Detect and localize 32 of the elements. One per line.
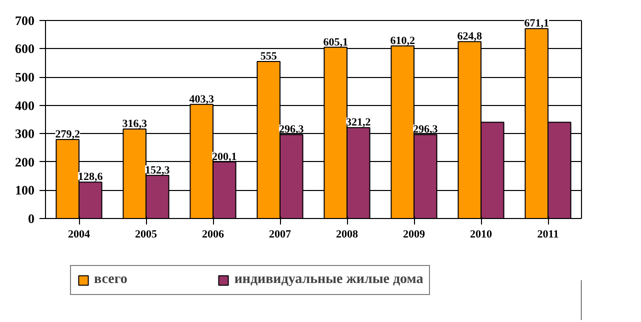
legend-label: всего — [94, 272, 128, 288]
x-tick-label: 2004 — [68, 228, 90, 240]
x-tick-label: 2008 — [336, 228, 358, 240]
legend-label: индивидуальные жилые дома — [234, 272, 424, 288]
data-label: 610,2 — [390, 34, 416, 47]
data-label: 555 — [260, 50, 278, 62]
y-tick-label: 0 — [28, 211, 34, 226]
y-tick-label: 600 — [15, 41, 34, 56]
y-tick-label: 400 — [15, 98, 34, 113]
x-tick-label: 2009 — [403, 228, 426, 240]
data-label: 152,3 — [145, 164, 170, 176]
y-tick-label: 100 — [15, 182, 34, 198]
x-tick-label: 2006 — [202, 228, 224, 240]
data-label: 296,3 — [413, 124, 438, 136]
data-label: 624,8 — [457, 30, 482, 43]
data-label: 200,1 — [212, 150, 237, 163]
data-label: 279,2 — [55, 128, 80, 140]
data-label: 671,1 — [524, 18, 549, 30]
data-label: 321,2 — [346, 116, 372, 129]
y-tick-label: 500 — [15, 70, 34, 85]
data-label: 128,6 — [78, 171, 104, 184]
data-label: 605,1 — [323, 36, 348, 48]
y-tick-label: 200 — [15, 154, 34, 170]
x-tick-label: 2010 — [470, 228, 492, 240]
x-tick-label: 2007 — [269, 228, 292, 240]
x-tick-label: 2011 — [537, 228, 559, 240]
data-label: 403,3 — [189, 93, 214, 106]
data-label: 316,3 — [122, 118, 148, 130]
y-tick-label: 300 — [15, 126, 34, 142]
y-tick-label: 700 — [15, 12, 34, 28]
x-tick-label: 2005 — [135, 228, 158, 240]
data-label: 296,3 — [279, 124, 304, 136]
